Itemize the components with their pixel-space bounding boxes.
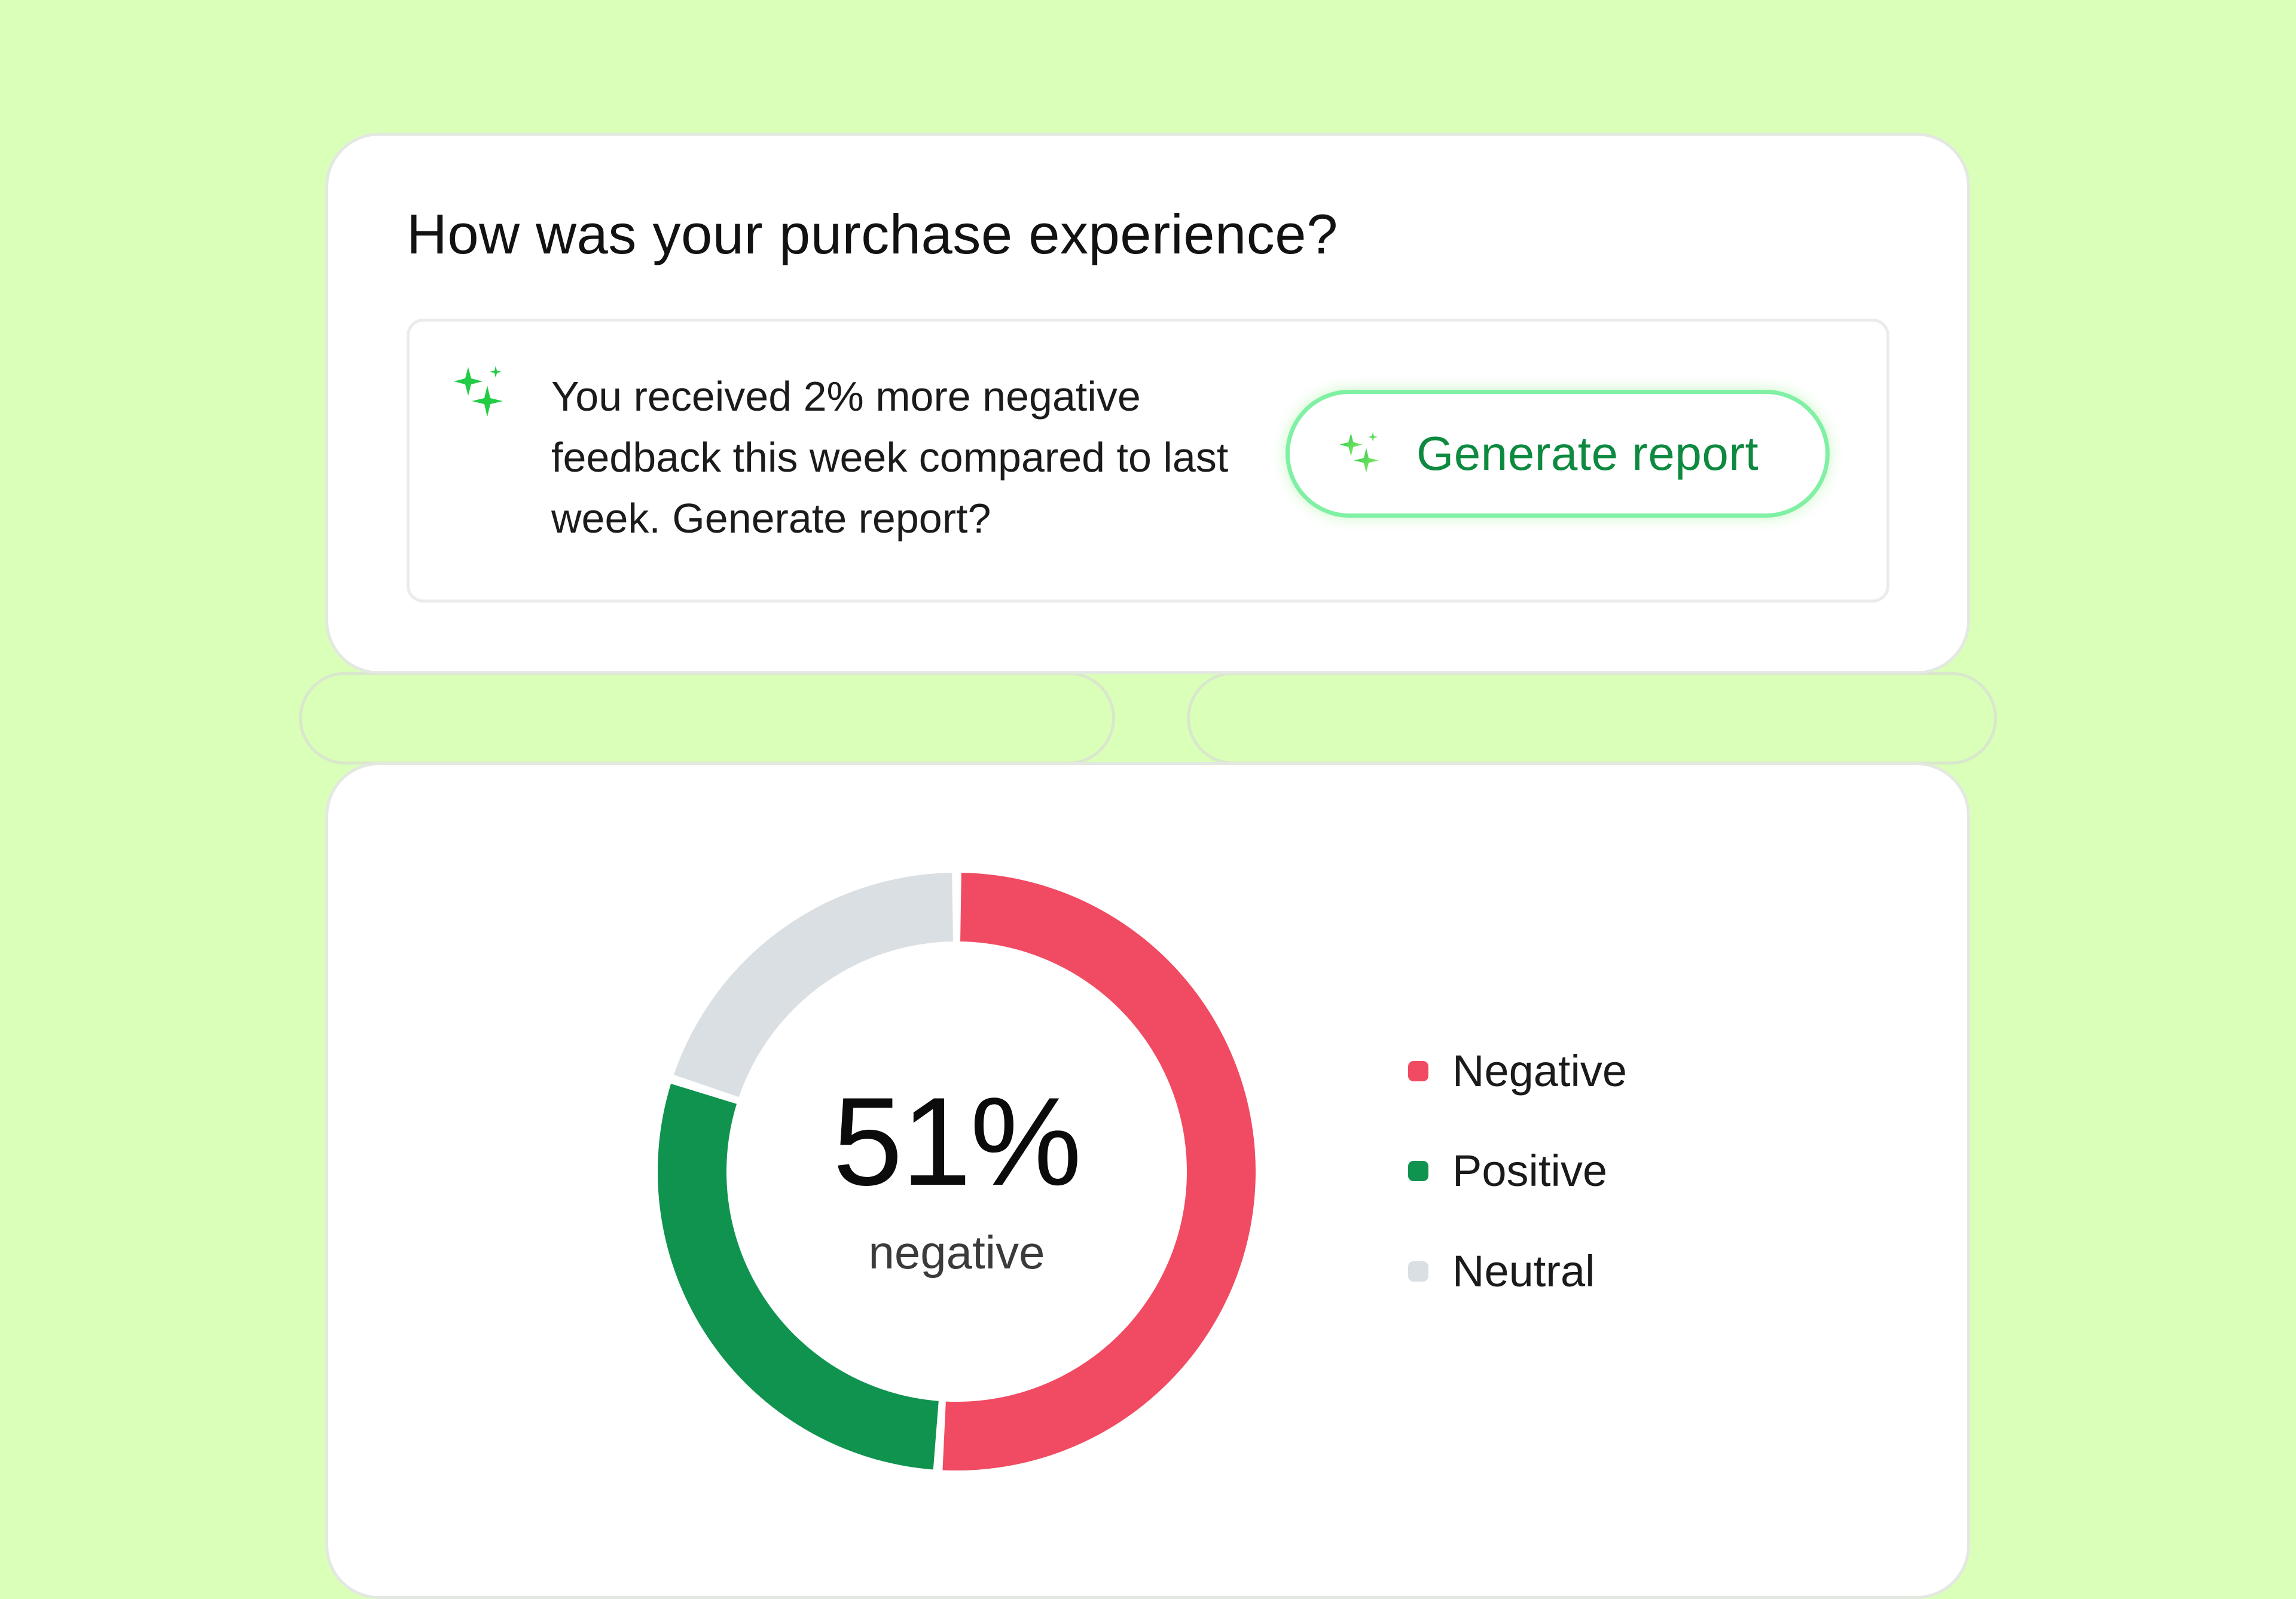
sparkles-icon	[1339, 432, 1379, 473]
card-connector-right	[1187, 672, 1997, 765]
legend-label-positive: Positive	[1452, 1146, 1608, 1196]
legend-swatch-neutral	[1408, 1261, 1428, 1282]
donut-slice-neutral	[673, 873, 953, 1097]
legend-label-neutral: Neutral	[1452, 1246, 1595, 1296]
generate-report-button[interactable]: Generate report	[1286, 390, 1830, 518]
sparkles-icon	[454, 366, 503, 417]
generate-report-label: Generate report	[1416, 427, 1759, 480]
donut-center-value: 51%	[832, 1071, 1082, 1212]
legend-swatch-positive	[1408, 1161, 1428, 1181]
sentiment-chart-card	[325, 762, 1970, 1599]
insight-message: You received 2% more negative feedback t…	[551, 373, 1229, 542]
survey-question-title: How was your purchase experience?	[407, 203, 1338, 265]
legend-label-negative: Negative	[1452, 1046, 1628, 1096]
donut-slice-positive	[658, 1083, 939, 1470]
donut-slice-negative	[942, 873, 1256, 1470]
card-connector-left	[299, 672, 1115, 765]
sentiment-donut-chart	[658, 873, 1256, 1470]
legend-swatch-negative	[1408, 1061, 1428, 1081]
donut-center-label: negative	[868, 1226, 1045, 1279]
